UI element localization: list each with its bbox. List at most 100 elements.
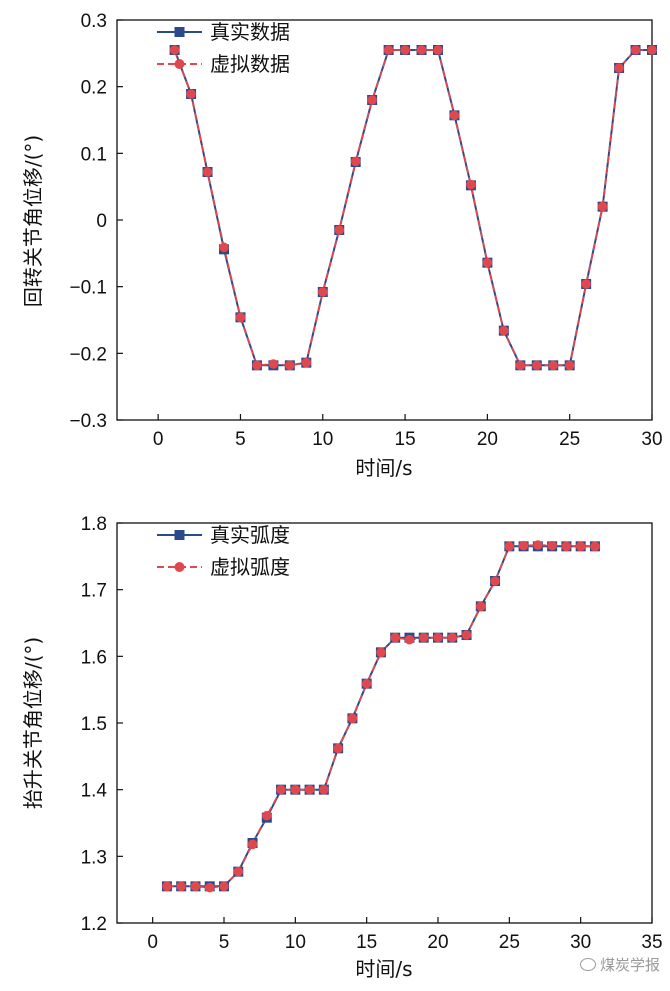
data-point-circle [630, 45, 641, 55]
x-tick-label: 15 [356, 932, 377, 953]
data-point-circle [404, 634, 415, 645]
data-point-circle [334, 225, 345, 235]
y-tick-label: 1.7 [81, 581, 107, 602]
y-tick-label: 0.1 [81, 144, 107, 165]
data-point-circle [614, 63, 624, 73]
x-tick-label: 20 [427, 932, 448, 953]
y-tick-label: −0.2 [69, 344, 107, 365]
data-point-circle [547, 540, 557, 551]
data-point-circle [531, 360, 542, 371]
x-tick-label: 20 [477, 429, 498, 450]
data-point-circle [461, 630, 472, 640]
x-tick-label: 0 [147, 932, 158, 953]
data-point-circle [219, 881, 229, 892]
y-tick-label: 1.5 [81, 714, 107, 735]
legend-label: 真实弧度 [210, 523, 290, 547]
legend-label: 真实数据 [210, 20, 290, 44]
legend-label: 虚拟弧度 [210, 555, 290, 579]
x-tick-label: 30 [570, 932, 591, 953]
data-point-circle [466, 179, 476, 190]
data-point-circle [504, 541, 515, 552]
x-tick-label: 0 [153, 429, 164, 450]
data-point-circle [169, 45, 180, 55]
data-point-circle [176, 881, 186, 892]
data-point-circle [581, 279, 591, 289]
x-tick-label: 25 [499, 932, 520, 953]
data-point-circle [190, 881, 201, 892]
x-tick-label: 30 [641, 429, 662, 450]
x-tick-label: 25 [559, 429, 580, 450]
data-point-circle [317, 287, 328, 297]
data-point-circle [233, 866, 244, 877]
legend-marker-square [174, 27, 185, 37]
y-tick-label: 1.2 [81, 914, 107, 935]
data-point-circle [564, 360, 575, 371]
data-point-circle [361, 678, 372, 689]
data-point-circle [219, 242, 229, 253]
data-point-circle [301, 357, 312, 368]
data-point-circle [476, 601, 486, 612]
data-point-circle [390, 632, 401, 643]
data-point-circle [376, 647, 386, 658]
chart-rotation-joint: 0 5 10 15 20 25 30 −0.3 −0.2 −0.1 0 0.1 0.2 0.3 真实数据虚… [21, 11, 663, 480]
y-tick-label: 1.3 [81, 847, 107, 868]
wechat-icon [579, 958, 596, 971]
axis-ticks: 0 5 10 15 20 25 30 −0.3 −0.2 −0.1 0 0.1 0.2 0.3 [69, 11, 662, 450]
data-point-circle [416, 45, 427, 55]
data-point-circle [367, 95, 377, 105]
series-lines [173, 49, 652, 367]
data-point-circle [268, 359, 279, 369]
data-point-circle [590, 541, 600, 552]
axis-ticks: 0 5 10 15 20 25 30 35 1.2 1.3 1.4 1.5 1.6 1.7 1.8 [81, 514, 663, 953]
plot-frame [116, 522, 653, 924]
data-point-circle [561, 541, 572, 552]
data-point-circle [247, 839, 258, 850]
y-tick-label: 0.2 [81, 78, 107, 99]
data-point-circle [518, 540, 529, 551]
data-point-circle [333, 743, 343, 754]
x-tick-label: 15 [395, 429, 416, 450]
y-tick-label: −0.1 [69, 278, 107, 299]
y-tick-label: −0.3 [69, 411, 107, 432]
data-point-circle [597, 201, 608, 212]
series-line [166, 544, 595, 889]
y-tick-label: 1.8 [81, 514, 107, 535]
x-tick-label: 35 [641, 932, 662, 953]
data-point-circle [482, 257, 493, 268]
data-point-circle [548, 360, 559, 371]
series-markers [161, 540, 600, 893]
data-point-circle [400, 45, 410, 55]
data-point-circle [186, 89, 196, 99]
x-axis-title: 时间/s [355, 456, 412, 480]
series-line [173, 49, 652, 367]
y-axis-title: 回转关节角位移/(°) [21, 135, 45, 307]
data-point-circle [262, 810, 272, 821]
data-point-circle [490, 576, 500, 586]
data-point-circle [350, 156, 361, 167]
data-point-circle [162, 881, 172, 892]
x-tick-label: 5 [219, 932, 230, 953]
data-point-circle [647, 45, 657, 55]
data-point-circle [202, 167, 213, 177]
data-point-circle [383, 45, 394, 55]
data-point-circle [276, 784, 286, 795]
x-tick-label: 10 [285, 932, 306, 953]
data-point-circle [433, 45, 443, 55]
series-markers [169, 45, 657, 371]
data-point-circle [252, 360, 262, 371]
legend-marker-square [174, 530, 185, 540]
data-point-circle [575, 541, 586, 552]
legend-marker-circle [174, 562, 185, 572]
data-point-circle [347, 713, 358, 724]
legend-marker-circle [174, 59, 185, 69]
data-point-circle [433, 632, 443, 643]
watermark-text: 煤炭学报 [599, 956, 660, 974]
data-point-circle [515, 360, 526, 371]
data-point-circle [319, 784, 329, 795]
legend-label: 虚拟数据 [210, 52, 290, 76]
data-point-circle [449, 110, 460, 121]
y-axis-title: 抬升关节角位移/(°) [21, 637, 45, 809]
